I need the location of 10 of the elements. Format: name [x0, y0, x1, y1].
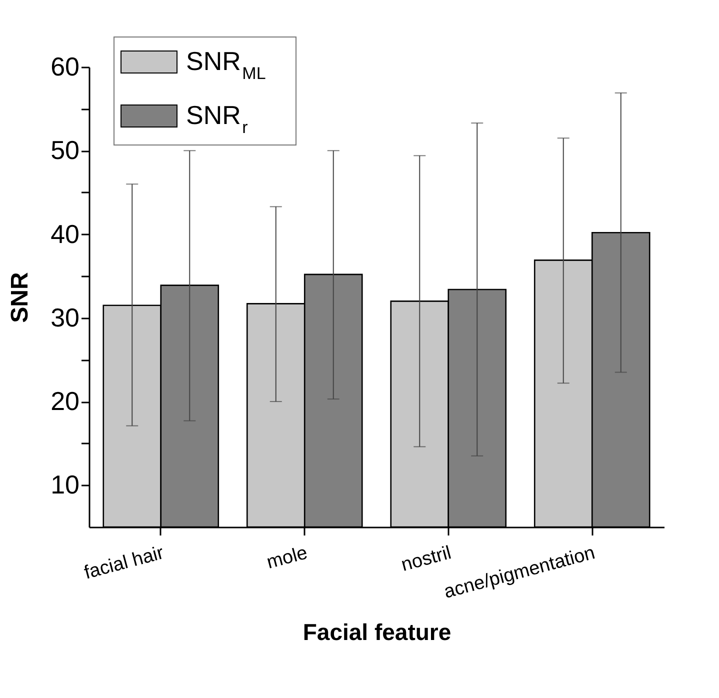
- y-tick-label: 30: [50, 302, 80, 332]
- x-tick-label: facial hair: [82, 542, 167, 584]
- x-tick-label: mole: [264, 542, 310, 574]
- y-axis-title: SNR: [6, 272, 34, 323]
- x-axis-title: Facial feature: [302, 619, 452, 646]
- y-tick-label: 10: [50, 470, 80, 500]
- y-tick-label: 20: [50, 386, 80, 416]
- y-tick-label: 40: [50, 218, 80, 249]
- y-tick-label: 60: [50, 52, 80, 82]
- y-tick-label: 50: [50, 135, 80, 166]
